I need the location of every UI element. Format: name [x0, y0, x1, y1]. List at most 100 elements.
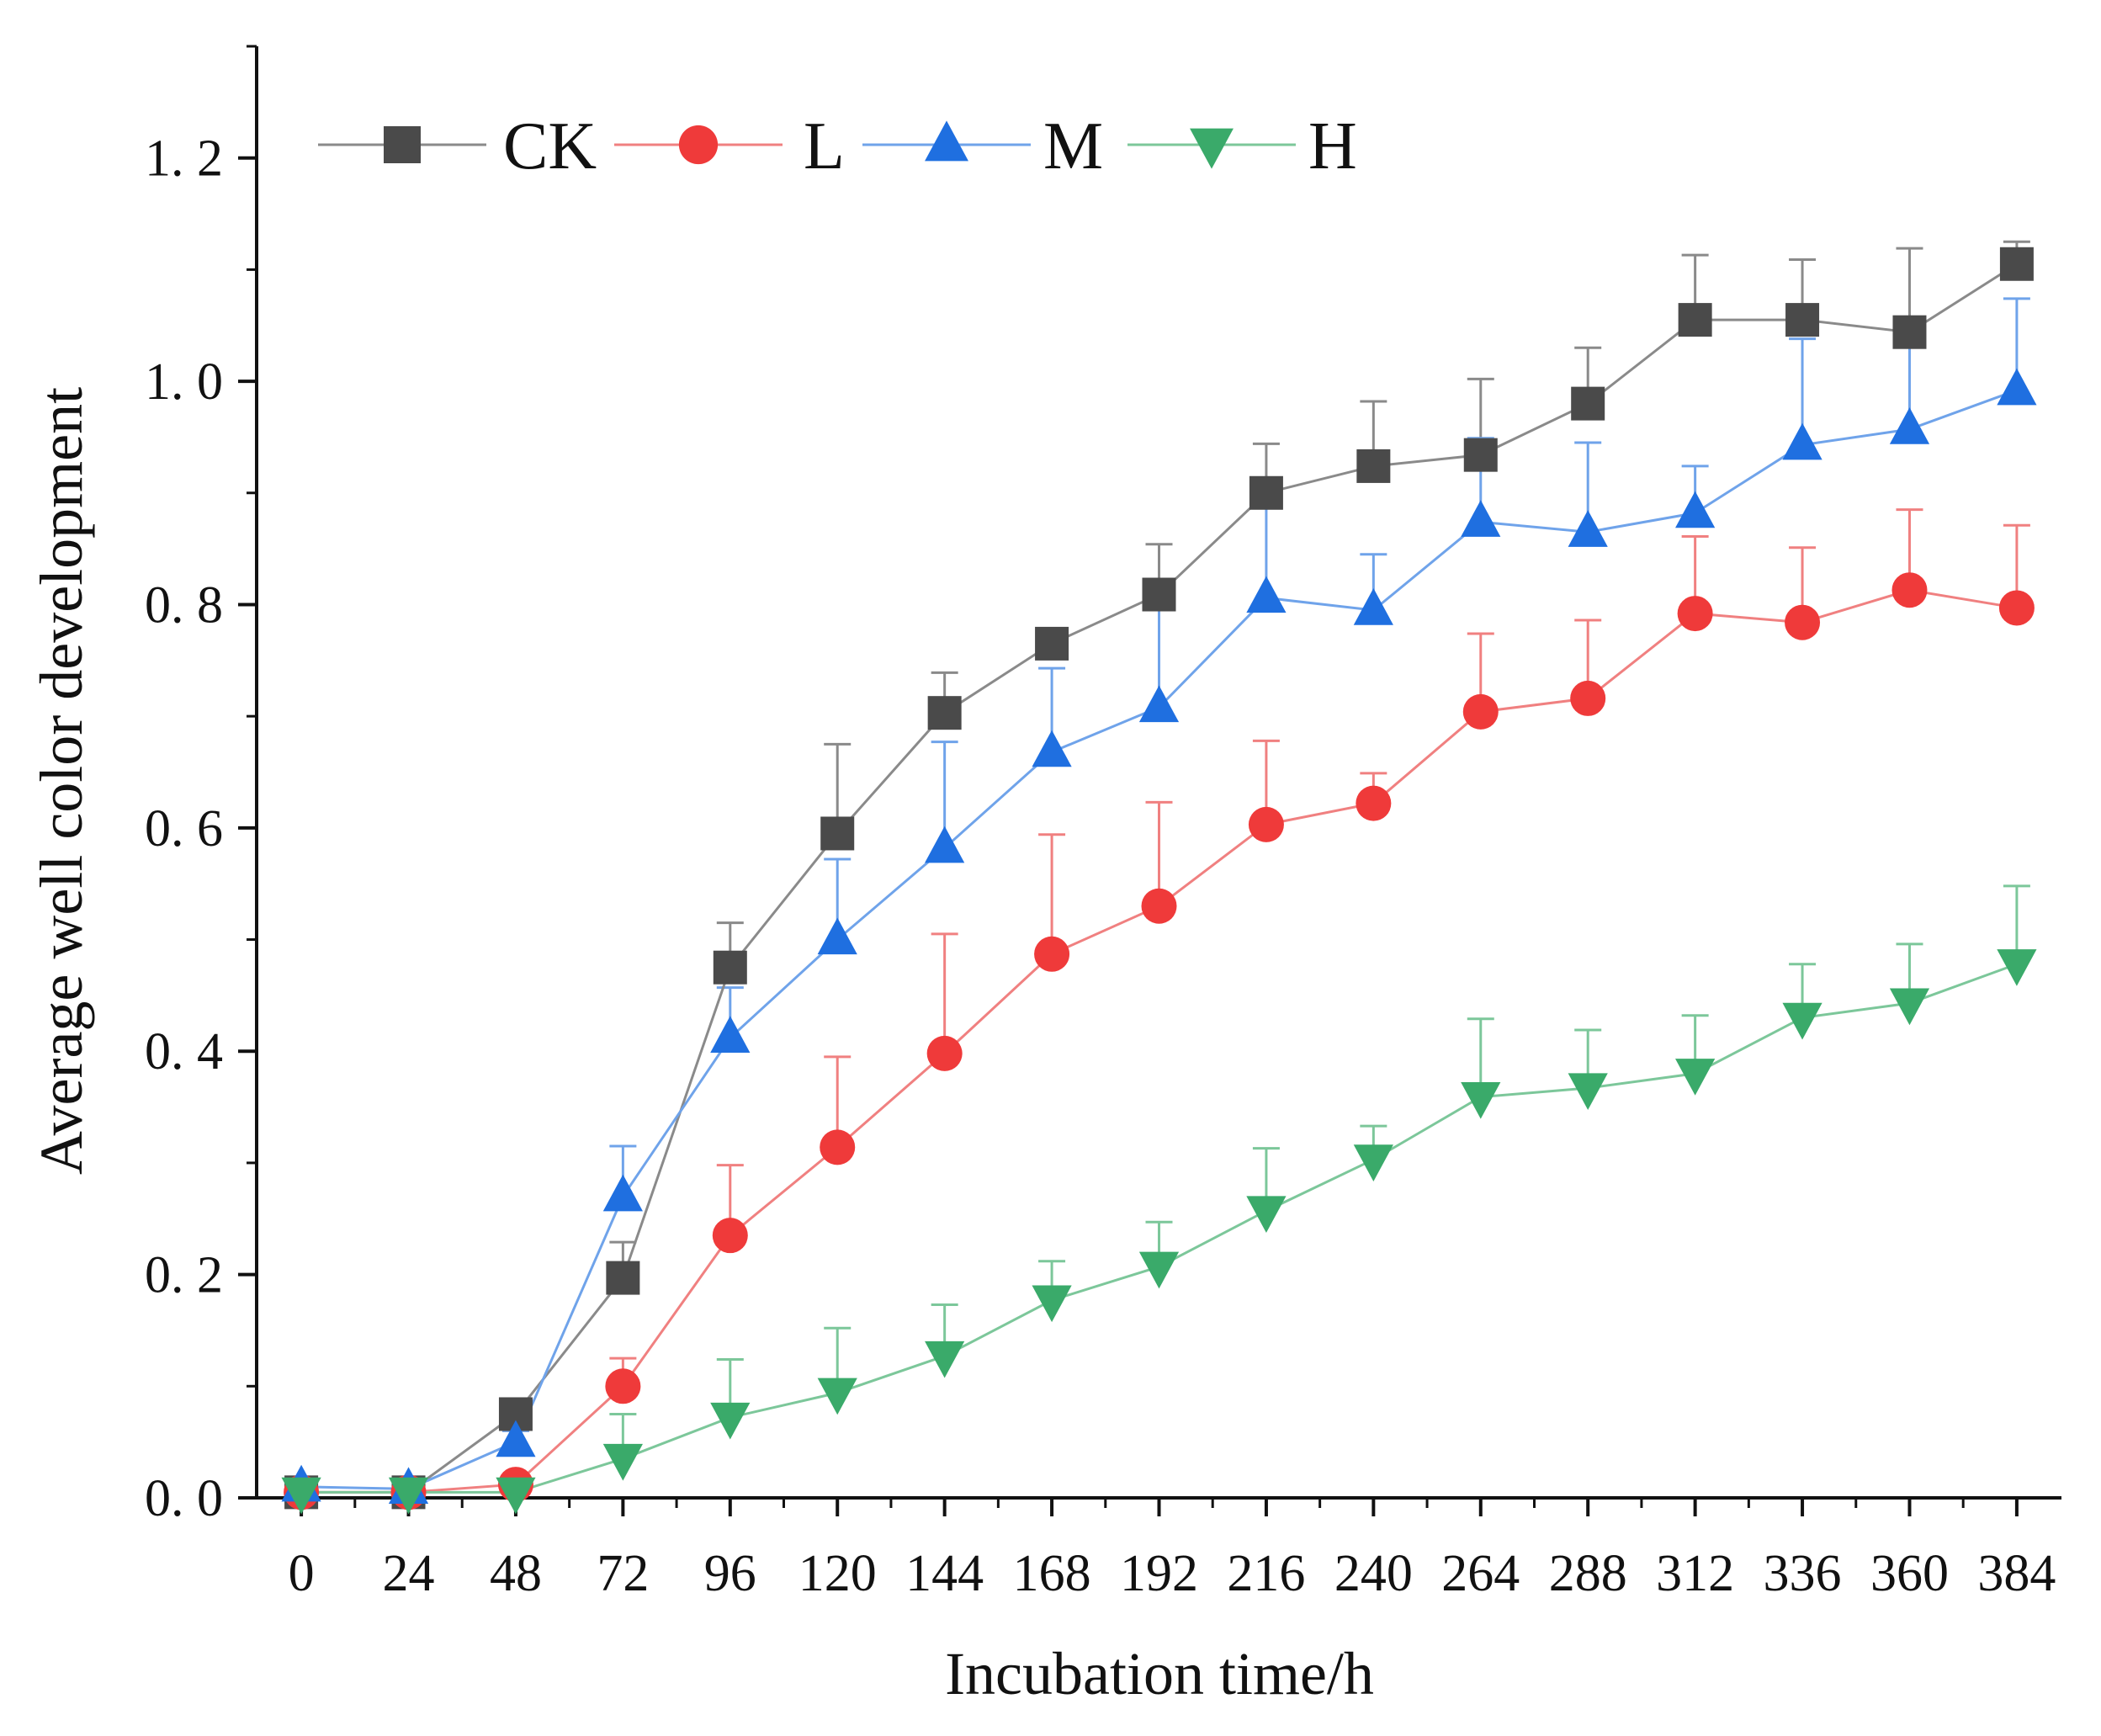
- data-point-l: [820, 1129, 856, 1165]
- y-tick-label: 0. 8: [145, 576, 223, 634]
- data-point-l: [1462, 693, 1499, 730]
- x-axis-title: Incubation time/h: [945, 1640, 1374, 1707]
- data-point-m: [710, 1016, 751, 1053]
- y-tick-label: 0. 4: [145, 1023, 223, 1080]
- data-point-m: [1889, 407, 1930, 444]
- series-markers: [281, 247, 2037, 1515]
- legend-label-h: H: [1308, 109, 1357, 183]
- y-tick-label: 0. 0: [145, 1470, 223, 1527]
- data-point-ck: [1142, 577, 1176, 612]
- data-point-h: [925, 1340, 965, 1378]
- data-point-l: [712, 1218, 748, 1254]
- x-tick-label: 216: [1227, 1545, 1305, 1602]
- y-tick-label: 1. 2: [145, 130, 223, 188]
- data-point-h: [281, 1477, 321, 1515]
- x-tick-label: 72: [597, 1545, 649, 1602]
- data-point-ck: [1571, 386, 1605, 421]
- data-point-m: [1461, 500, 1501, 537]
- x-tick-label: 24: [383, 1545, 435, 1602]
- x-tick-label: 120: [798, 1545, 877, 1602]
- data-point-m: [817, 917, 857, 955]
- data-point-l: [1356, 785, 1392, 821]
- x-tick-label: 96: [704, 1545, 756, 1602]
- legend-marker-h: [1190, 128, 1234, 169]
- data-point-l: [1677, 596, 1713, 632]
- data-point-h: [710, 1402, 751, 1440]
- legend-marker-m: [925, 120, 968, 162]
- x-tick-label: 192: [1120, 1545, 1198, 1602]
- data-point-h: [1461, 1081, 1501, 1119]
- data-point-m: [1997, 368, 2037, 406]
- data-point-ck: [1999, 247, 2034, 281]
- data-point-ck: [820, 816, 855, 851]
- data-point-h: [602, 1443, 643, 1481]
- legend-marker-l: [678, 125, 719, 165]
- data-point-ck: [1035, 626, 1069, 661]
- data-point-h: [1568, 1073, 1608, 1111]
- data-point-h: [1246, 1196, 1287, 1234]
- data-point-m: [1675, 491, 1716, 528]
- data-point-m: [925, 826, 965, 863]
- legend: CK L M H: [318, 109, 1357, 183]
- data-point-m: [1138, 685, 1180, 723]
- x-tick-label: 144: [905, 1545, 984, 1602]
- data-point-l: [1998, 590, 2035, 626]
- data-point-ck: [1356, 449, 1391, 483]
- data-point-l: [1248, 806, 1284, 842]
- data-point-l: [1570, 680, 1606, 716]
- x-tick-label: 48: [490, 1545, 542, 1602]
- error-bars: [288, 240, 2030, 1493]
- x-tick-label: 288: [1549, 1545, 1627, 1602]
- data-point-m: [496, 1420, 536, 1457]
- data-point-ck: [1892, 315, 1927, 349]
- data-point-h: [1032, 1285, 1072, 1323]
- axes: 0 24 48 72 96 120 144 168 192 216 240 264 288 312 336 3…: [145, 45, 2061, 1602]
- data-point-m: [1353, 588, 1393, 625]
- data-point-m: [1782, 422, 1822, 460]
- data-point-ck: [713, 950, 747, 985]
- legend-label-ck: CK: [503, 109, 597, 183]
- data-point-h: [1353, 1144, 1393, 1181]
- data-point-h: [496, 1477, 536, 1515]
- x-tick-label: 168: [1013, 1545, 1091, 1602]
- y-tick-label: 0. 2: [145, 1247, 223, 1304]
- data-point-h: [388, 1477, 429, 1515]
- legend-label-l: L: [804, 109, 845, 183]
- data-point-ck: [1249, 475, 1283, 510]
- x-tick-label: 384: [1977, 1545, 2056, 1602]
- y-tick-label: 1. 0: [145, 353, 223, 411]
- legend-label-m: M: [1043, 109, 1103, 183]
- x-tick-label: 0: [289, 1545, 315, 1602]
- data-point-h: [1675, 1059, 1716, 1096]
- data-point-m: [1246, 576, 1287, 613]
- data-point-ck: [1463, 438, 1498, 472]
- data-point-ck: [1785, 303, 1820, 337]
- data-point-l: [605, 1368, 641, 1404]
- x-tick-label: 264: [1441, 1545, 1520, 1602]
- data-point-ck: [927, 696, 962, 730]
- data-point-h: [817, 1378, 857, 1415]
- data-point-l: [926, 1035, 963, 1071]
- data-point-l: [1785, 604, 1821, 640]
- legend-marker-ck: [384, 126, 421, 163]
- x-tick-label: 240: [1334, 1545, 1413, 1602]
- x-tick-label: 312: [1656, 1545, 1734, 1602]
- y-tick-label: 0. 6: [145, 800, 223, 857]
- data-point-m: [602, 1174, 643, 1212]
- y-axis-title: Average well color development: [28, 387, 95, 1175]
- data-point-h: [1889, 988, 1930, 1026]
- data-point-h: [1997, 949, 2037, 986]
- data-point-l: [1891, 572, 1928, 608]
- data-point-m: [1032, 730, 1072, 767]
- data-point-l: [1034, 936, 1070, 972]
- data-point-h: [1138, 1251, 1180, 1289]
- data-point-m: [1568, 510, 1608, 547]
- data-point-l: [1141, 888, 1177, 924]
- x-tick-label: 336: [1764, 1545, 1842, 1602]
- data-point-ck: [1678, 303, 1712, 337]
- x-tick-label: 360: [1870, 1545, 1949, 1602]
- data-point-h: [1782, 1002, 1822, 1040]
- data-point-ck: [606, 1261, 640, 1295]
